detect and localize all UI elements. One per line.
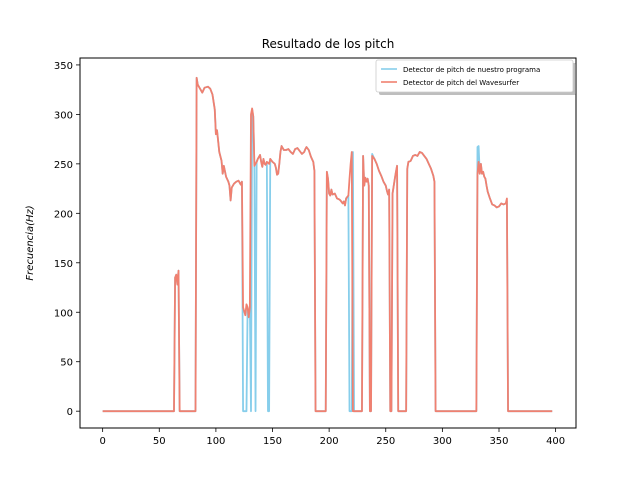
series-line-wavesurfer [102,76,553,413]
x-tick-label: 200 [320,436,339,447]
series-line-programa [102,76,553,413]
x-tick-label: 50 [153,436,166,447]
x-tick-label: 100 [206,436,225,447]
series-layer [102,76,553,413]
legend: Detector de pitch de nuestro programa De… [375,59,576,95]
x-tick-label: 150 [263,436,282,447]
legend-label-wavesurfer: Detector de pitch del Wavesurfer [403,79,519,87]
y-tick-label: 350 [54,61,73,72]
y-tick-label: 150 [54,259,73,270]
y-tick-label: 50 [60,358,73,369]
y-tick-label: 200 [54,209,73,220]
y-tick-label: 250 [54,160,73,171]
x-axis: 0 50 100 150 200 250 300 350 400 [99,428,565,447]
y-tick-label: 100 [54,308,73,319]
x-tick-label: 0 [99,436,105,447]
legend-label-programa: Detector de pitch de nuestro programa [403,66,540,74]
y-tick-label: 300 [54,110,73,121]
x-tick-label: 300 [433,436,452,447]
x-tick-label: 250 [376,436,395,447]
y-axis-label: Frecuencia(Hz) [25,205,36,280]
plot-frame [79,57,577,429]
chart-title: Resultado de los pitch [262,37,395,51]
x-tick-label: 350 [489,436,508,447]
legend-box [375,59,574,93]
x-tick-label: 400 [546,436,565,447]
y-tick-label: 0 [67,407,73,418]
y-axis: 0 50 100 150 200 250 300 350 [54,61,80,418]
